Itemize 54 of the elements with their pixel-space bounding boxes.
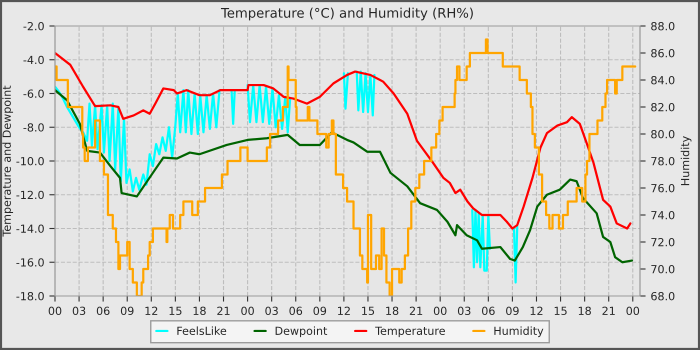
x-tick-label: 15 — [362, 306, 374, 316]
x-tick-label: 15 — [554, 306, 567, 316]
x-tick-label: 21 — [410, 306, 422, 315]
legend-label: Dewpoint — [276, 326, 328, 338]
y-tick-label: -12.0 — [16, 190, 44, 200]
x-tick-label: 18 — [194, 306, 206, 316]
x-tick-label: 12 — [145, 306, 158, 315]
y-tick-label: -10.0 — [16, 156, 44, 166]
y-tick-label: -16.0 — [16, 258, 44, 267]
y2-tick-label: 70.0 — [651, 264, 674, 274]
y2-tick-label: 82.0 — [651, 102, 674, 112]
x-tick-label: 03 — [265, 306, 278, 316]
x-tick-label: 12 — [530, 306, 542, 315]
y2-tick-label: 80.0 — [651, 130, 674, 138]
y2-tick-label: 68.0 — [651, 292, 674, 300]
x-tick-label: 09 — [313, 306, 326, 316]
y2-tick-label: 74.0 — [651, 210, 674, 220]
legend-label: FeelsLike — [177, 326, 226, 335]
y-tick-label: -2.0 — [23, 22, 44, 30]
y-tick-label: -4.0 — [23, 56, 44, 64]
x-tick-label: 15 — [170, 306, 182, 316]
x-tick-label: 03 — [72, 306, 86, 316]
x-tick-label: 00 — [434, 306, 447, 316]
y2-tick-label: 76.0 — [651, 184, 674, 192]
y2-tick-label: 84.0 — [651, 76, 674, 84]
x-tick-label: 21 — [602, 306, 615, 315]
x-tick-label: 03 — [458, 306, 470, 316]
x-tick-label: 00 — [241, 306, 254, 316]
y2-axis-title: Humidity — [680, 136, 692, 186]
x-tick-label: 06 — [289, 306, 302, 316]
y-axis-title: Temperature and Dewpoint — [2, 86, 14, 237]
x-tick-label: 09 — [120, 306, 134, 316]
y-tick-label: -18.0 — [16, 292, 44, 300]
y2-tick-label: 86.0 — [651, 48, 674, 58]
y2-tick-label: 88.0 — [651, 22, 674, 30]
x-tick-label: 18 — [386, 306, 398, 316]
line-series — [55, 89, 634, 264]
x-tick-label: 09 — [506, 306, 519, 316]
x-tick-label: 12 — [338, 306, 350, 315]
x-tick-label: 06 — [96, 306, 110, 316]
chart-title: Temperature (°C) and Humidity (RH%) — [220, 8, 473, 20]
x-tick-label: 21 — [217, 306, 230, 315]
y-tick-label: -8.0 — [23, 123, 44, 132]
y-tick-label: -6.0 — [23, 89, 44, 98]
y2-tick-label: 78.0 — [651, 156, 674, 166]
y-tick-label: -14.0 — [16, 224, 44, 233]
x-tick-label: 00 — [626, 306, 640, 316]
x-tick-label: 06 — [482, 306, 495, 316]
line-series — [55, 52, 632, 230]
x-tick-label: 18 — [578, 306, 591, 316]
y2-tick-label: 72.0 — [651, 238, 674, 246]
x-tick-label: 00 — [48, 306, 62, 316]
legend-label: Humidity — [494, 326, 544, 338]
legend-label: Temperature — [375, 326, 445, 338]
